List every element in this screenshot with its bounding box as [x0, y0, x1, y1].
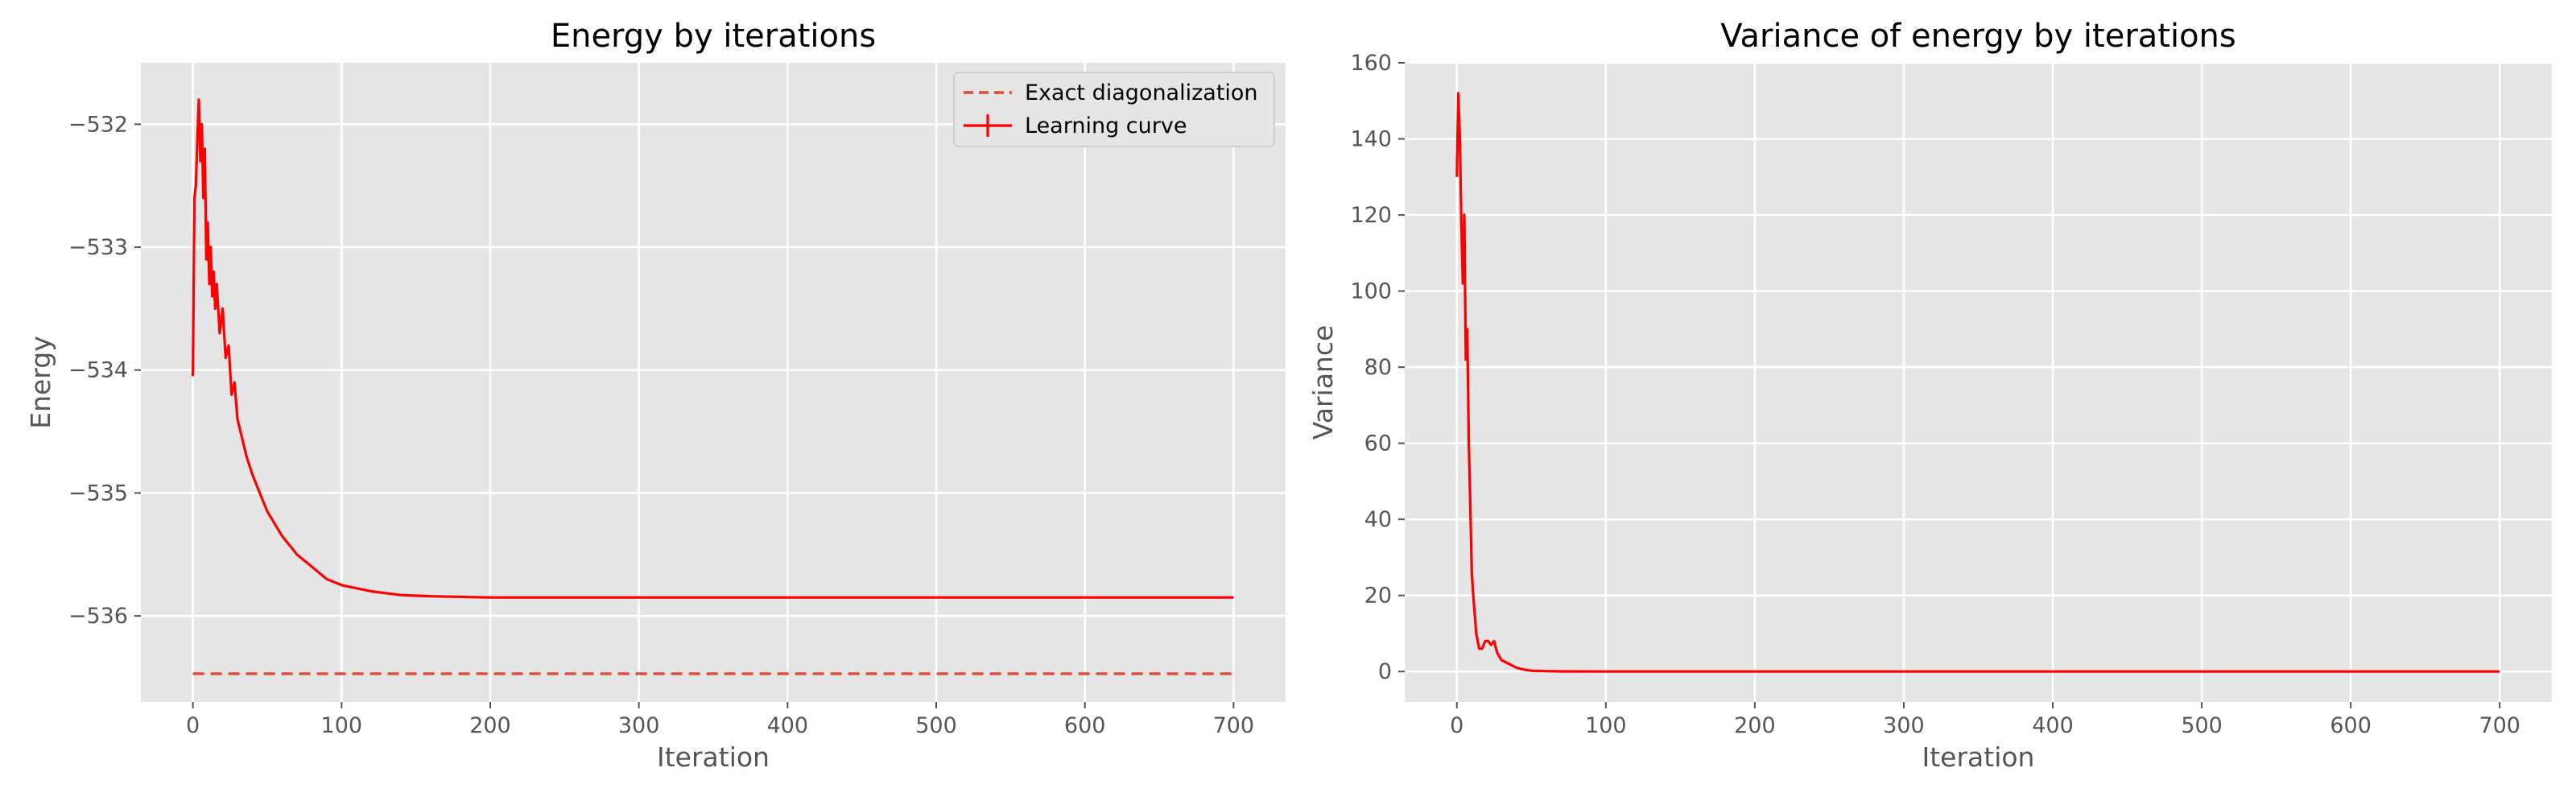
energy-y-tick-label: −533 — [68, 235, 128, 260]
legend-label-learning-curve: Learning curve — [1025, 114, 1187, 138]
variance-x-tick-label: 300 — [1883, 713, 1925, 738]
energy-x-tick-label: 500 — [915, 713, 957, 738]
variance-x-axis-label: Iteration — [1922, 741, 2035, 773]
variance-plot-area — [1405, 63, 2552, 702]
energy-x-tick-label: 100 — [321, 713, 363, 738]
variance-x-tick-label: 500 — [2181, 713, 2223, 738]
energy-x-axis-label: Iteration — [657, 741, 770, 773]
variance-x-tick-label: 400 — [2032, 713, 2074, 738]
legend-label-exact-diagonalization: Exact diagonalization — [1025, 80, 1258, 105]
variance-y-tick-label: 120 — [1350, 203, 1392, 228]
energy-y-tick-label: −532 — [68, 112, 128, 137]
energy-x-tick-label: 700 — [1213, 713, 1255, 738]
energy-legend: Exact diagonalization Learning curve — [953, 72, 1275, 147]
energy-x-tick-label: 200 — [469, 713, 511, 738]
variance-variance-line — [1455, 92, 2500, 673]
variance-y-tick-label: 160 — [1350, 51, 1392, 76]
energy-plot-area — [141, 63, 1286, 702]
energy-x-tick-label: 0 — [186, 713, 200, 738]
variance-y-tick-label: 0 — [1378, 659, 1392, 684]
variance-x-tick-label: 0 — [1450, 713, 1463, 738]
variance-chart-title: Variance of energy by iterations — [1720, 18, 2235, 55]
variance-x-tick-label: 600 — [2330, 713, 2372, 738]
variance-x-tick-label: 100 — [1585, 713, 1627, 738]
variance-y-tick-label: 140 — [1350, 127, 1392, 152]
energy-y-tick-label: −534 — [68, 358, 128, 383]
energy-chart-panel: 0 100 200 300 400 500 600 700 −532 −533 −534 −535 −5… — [25, 18, 1286, 773]
legend-box — [953, 72, 1275, 147]
energy-ticks: 0 100 200 300 400 500 600 700 −532 −533 −534 −535 −5… — [68, 112, 1254, 738]
variance-y-axis-label: Variance — [1307, 325, 1339, 440]
energy-chart-title: Energy by iterations — [551, 18, 876, 55]
variance-x-tick-label: 700 — [2479, 713, 2520, 738]
variance-y-tick-label: 100 — [1350, 279, 1392, 304]
energy-x-tick-label: 300 — [618, 713, 660, 738]
variance-y-tick-label: 40 — [1364, 507, 1392, 532]
variance-chart-panel: 0 100 200 300 400 500 600 700 0 20 40 60 80 100 120 140… — [1307, 18, 2552, 773]
energy-x-tick-label: 600 — [1064, 713, 1106, 738]
variance-series — [1455, 92, 2500, 673]
variance-x-tick-label: 200 — [1734, 713, 1776, 738]
energy-series — [192, 98, 1234, 675]
energy-y-tick-label: −536 — [68, 604, 128, 629]
energy-x-tick-label: 400 — [767, 713, 809, 738]
variance-y-tick-label: 20 — [1364, 584, 1392, 609]
variance-y-tick-label: 60 — [1364, 431, 1392, 456]
energy-y-axis-label: Energy — [25, 336, 56, 429]
energy-y-tick-label: −535 — [68, 481, 128, 506]
energy-grid — [141, 63, 1286, 702]
variance-ticks: 0 100 200 300 400 500 600 700 0 20 40 60 80 100 120 140… — [1350, 51, 2520, 738]
learning-curve-line — [192, 98, 1234, 599]
variance-y-tick-label: 80 — [1364, 355, 1392, 380]
